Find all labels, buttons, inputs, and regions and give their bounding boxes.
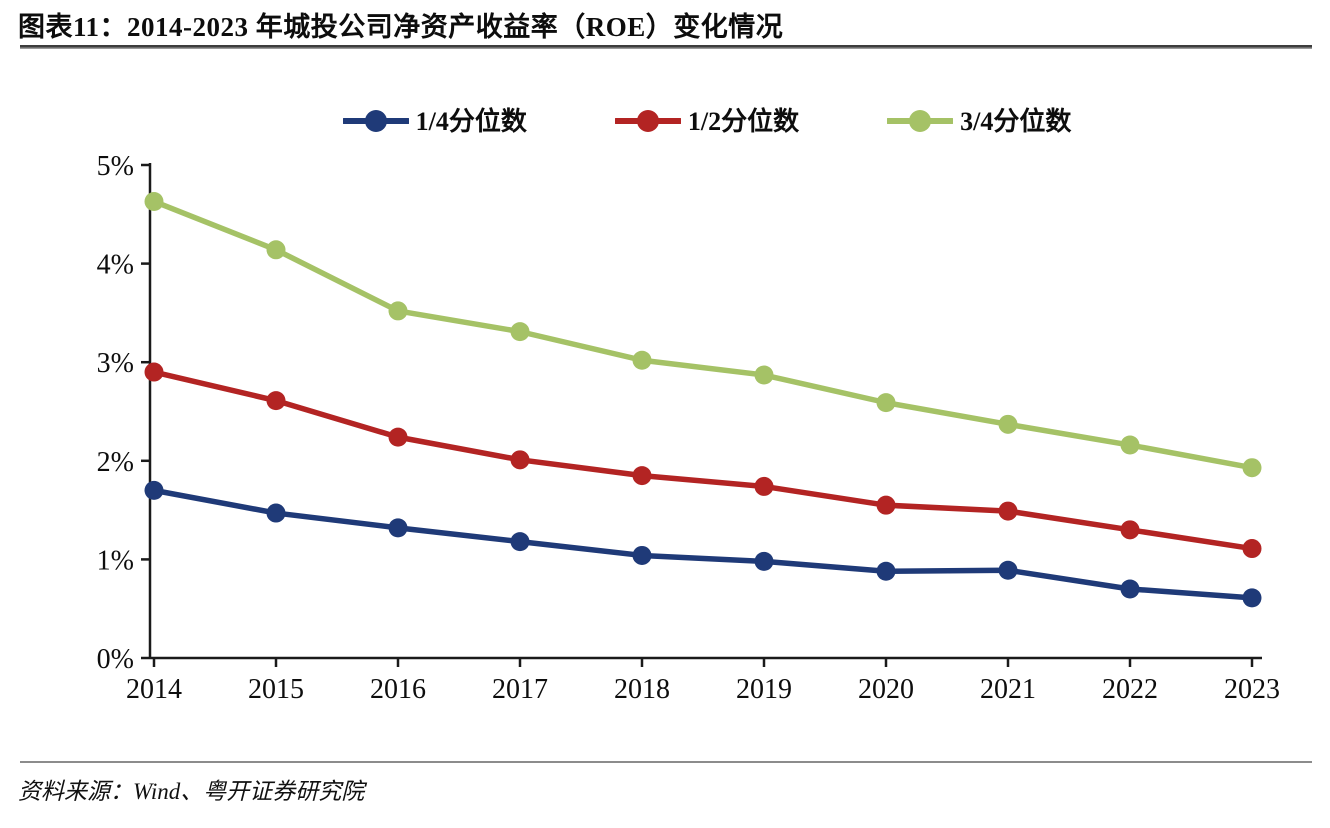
x-tick-label: 2021 xyxy=(980,674,1036,705)
legend-marker-icon xyxy=(887,109,954,132)
legend-item-3: 3/4分位数 xyxy=(887,101,1071,138)
legend-label: 1/4分位数 xyxy=(415,107,527,136)
x-tick-label: 2022 xyxy=(1102,674,1158,705)
data-point-1/2分位数-2014 xyxy=(144,362,164,382)
data-point-3/4分位数-2014 xyxy=(144,191,164,211)
data-point-1/4分位数-2020 xyxy=(876,561,896,581)
data-point-1/4分位数-2023 xyxy=(1242,588,1262,608)
legend-label: 3/4分位数 xyxy=(960,107,1072,136)
data-point-3/4分位数-2023 xyxy=(1242,458,1262,478)
data-point-3/4分位数-2022 xyxy=(1120,435,1140,455)
series-line-2 xyxy=(151,369,1255,552)
data-point-3/4分位数-2018 xyxy=(632,350,652,370)
legend-item-1: 1/4分位数 xyxy=(342,101,527,138)
data-point-3/4分位数-2015 xyxy=(266,240,286,260)
data-point-1/4分位数-2014 xyxy=(144,480,164,500)
data-point-1/4分位数-2019 xyxy=(754,551,774,571)
data-point-1/4分位数-2022 xyxy=(1120,579,1140,599)
data-point-3/4分位数-2019 xyxy=(754,365,774,385)
x-tick-label: 2016 xyxy=(370,674,426,705)
data-point-1/4分位数-2015 xyxy=(266,503,286,523)
legend-label: 1/2分位数 xyxy=(687,107,800,136)
data-point-1/4分位数-2021 xyxy=(998,560,1018,580)
data-point-1/2分位数-2018 xyxy=(632,466,652,486)
data-point-3/4分位数-2017 xyxy=(510,322,530,342)
data-point-1/2分位数-2022 xyxy=(1120,520,1140,540)
data-point-3/4分位数-2021 xyxy=(998,414,1018,434)
data-point-1/2分位数-2019 xyxy=(754,476,774,496)
legend-marker-icon xyxy=(614,109,681,132)
data-point-1/2分位数-2023 xyxy=(1242,539,1262,559)
data-point-1/4分位数-2016 xyxy=(388,518,408,538)
data-point-1/2分位数-2020 xyxy=(876,495,896,515)
x-tick-label: 2017 xyxy=(492,674,548,705)
x-tick-label: 2020 xyxy=(858,674,914,705)
y-tick-label: 1% xyxy=(97,545,134,576)
data-point-1/2分位数-2016 xyxy=(388,427,408,447)
x-tick-label: 2015 xyxy=(248,674,304,705)
y-tick-label: 4% xyxy=(97,250,134,281)
source-divider xyxy=(20,761,1312,763)
x-tick-label: 2014 xyxy=(126,674,182,705)
figure-title: 图表11：2014-2023 年城投公司净资产收益率（ROE）变化情况 xyxy=(18,12,784,42)
data-point-3/4分位数-2016 xyxy=(388,301,408,321)
source-note: 资料来源：Wind、粤开证券研究院 xyxy=(18,779,365,804)
legend-item-2: 1/2分位数 xyxy=(614,101,800,138)
data-point-1/2分位数-2015 xyxy=(266,391,286,411)
legend-marker-icon xyxy=(342,109,409,132)
y-tick-label: 2% xyxy=(97,447,134,478)
data-point-1/2分位数-2017 xyxy=(510,450,530,470)
data-point-1/4分位数-2018 xyxy=(632,545,652,565)
title-divider xyxy=(20,45,1312,49)
x-tick-label: 2018 xyxy=(614,674,670,705)
y-tick-label: 0% xyxy=(97,644,134,675)
data-point-1/4分位数-2017 xyxy=(510,532,530,552)
data-point-3/4分位数-2020 xyxy=(876,393,896,413)
y-tick-label: 3% xyxy=(97,348,134,379)
x-tick-label: 2019 xyxy=(736,674,792,705)
chart-legend: 1/4分位数 1/2分位数 3/4分位数 xyxy=(42,101,1330,138)
y-tick-label: 5% xyxy=(97,151,134,182)
data-point-1/2分位数-2021 xyxy=(998,501,1018,521)
series-line-3 xyxy=(151,198,1255,471)
series-line-1 xyxy=(151,487,1255,601)
x-tick-label: 2023 xyxy=(1224,674,1280,705)
